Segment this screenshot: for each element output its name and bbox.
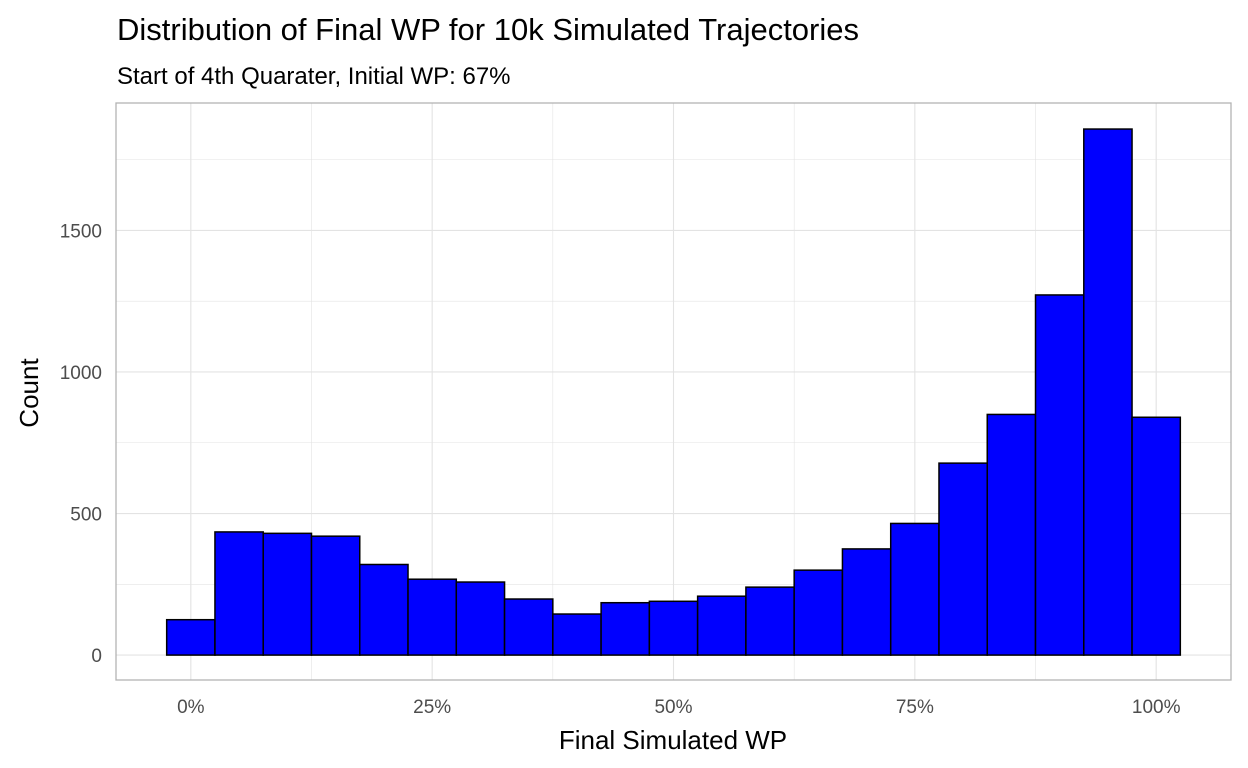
chart-title: Distribution of Final WP for 10k Simulat… <box>117 12 859 47</box>
y-tick-label: 500 <box>70 505 102 526</box>
y-tick-label: 1500 <box>60 221 102 242</box>
histogram-bar <box>696 595 747 656</box>
histogram-bar <box>262 532 313 656</box>
histogram-bar <box>310 535 361 656</box>
x-tick-label: 100% <box>1132 697 1181 718</box>
chart-subtitle: Start of 4th Quarater, Initial WP: 67% <box>117 63 511 90</box>
y-tick-label: 0 <box>91 646 102 667</box>
histogram-bar <box>359 563 409 656</box>
histogram-bar <box>1034 294 1085 656</box>
x-tick-label: 50% <box>654 697 692 718</box>
x-axis-ticks: 0% 25% 50% 75% 100% <box>177 697 1180 718</box>
x-tick-label: 75% <box>896 697 934 718</box>
histogram-bar <box>793 569 844 656</box>
histogram-bar <box>889 522 940 656</box>
y-tick-label: 1000 <box>60 363 102 384</box>
histogram-bar <box>600 601 651 656</box>
x-tick-label: 0% <box>177 697 205 718</box>
histogram-bars <box>165 128 1182 656</box>
histogram-bar <box>745 586 795 656</box>
histogram-bar <box>407 578 458 656</box>
histogram-bar <box>214 531 264 656</box>
histogram-bar <box>503 598 554 656</box>
histogram-bar <box>841 548 892 656</box>
histogram-bar <box>986 413 1037 656</box>
x-tick-label: 25% <box>413 697 451 718</box>
histogram-bar <box>1083 128 1133 656</box>
x-axis-title: Final Simulated WP <box>559 725 787 755</box>
panel-border <box>115 102 1232 681</box>
histogram-bar <box>552 613 602 656</box>
y-axis-ticks: 0 500 1000 1500 <box>60 221 102 667</box>
histogram-bar <box>648 600 699 656</box>
histogram-bar <box>165 618 216 656</box>
histogram-bar <box>938 462 988 656</box>
histogram-bar <box>455 581 506 656</box>
y-axis-title: Count <box>14 358 44 428</box>
histogram-bar <box>1131 416 1182 656</box>
